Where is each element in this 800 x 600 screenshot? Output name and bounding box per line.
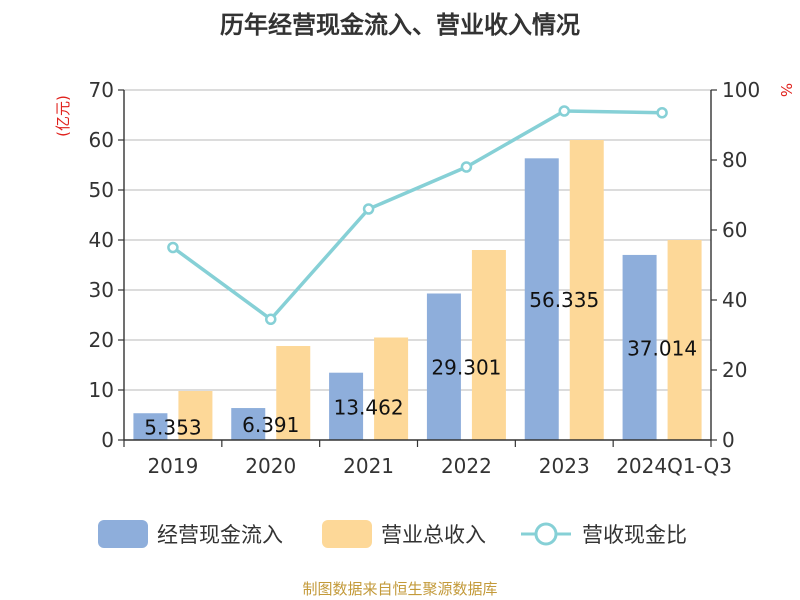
- x-category-label: 2020: [245, 454, 296, 478]
- y-right-unit: %: [777, 83, 795, 97]
- bar-total-revenue: [471, 250, 506, 440]
- bar-cash-inflow: [231, 408, 266, 440]
- bar-data-label: 6.391: [242, 413, 299, 437]
- legend-label: 营业总收入: [381, 523, 486, 547]
- y-left-unit: (亿元): [54, 95, 72, 137]
- bar-total-revenue: [569, 140, 604, 440]
- data-label-layer: 5.353 6.391 13.462 29.301 56.335 37.014: [144, 288, 697, 439]
- x-category-label: 2021: [343, 454, 394, 478]
- bar-cash-inflow: [133, 413, 168, 440]
- y-left-tick-label: 0: [101, 428, 114, 452]
- footer-source: 制图数据来自恒生聚源数据库: [302, 580, 497, 598]
- legend-label: 经营现金流入: [157, 523, 283, 547]
- bar-total-revenue: [374, 337, 409, 440]
- x-category-label: 2019: [147, 454, 198, 478]
- y-left-tick-label: 60: [89, 128, 114, 152]
- legend-label: 营收现金比: [582, 523, 687, 547]
- y-right-tick-label: 100: [722, 78, 760, 102]
- grid-lines: [124, 89, 711, 391]
- line-point: [265, 313, 277, 325]
- bar-data-label: 29.301: [431, 356, 501, 380]
- line-point: [460, 161, 473, 173]
- y-left-tick-label: 30: [89, 278, 114, 302]
- line-point: [362, 203, 375, 215]
- bar-cash-inflow: [524, 158, 559, 440]
- bar-data-label: 13.462: [334, 395, 404, 419]
- y-right-tick-label: 60: [722, 218, 747, 242]
- bar-total-revenue: [667, 240, 702, 440]
- line-point: [558, 105, 570, 117]
- y-right-tick-label: 0: [722, 428, 735, 452]
- line-point: [167, 241, 179, 254]
- bar-cash-inflow: [426, 293, 461, 440]
- bar-data-label: 37.014: [627, 336, 697, 360]
- x-category-label: 2024Q1-Q3: [616, 454, 732, 478]
- bar-total-revenue: [276, 346, 311, 440]
- y-right-tick-label: 40: [722, 288, 747, 312]
- y-left-tick-label: 10: [89, 378, 114, 402]
- line-point: [656, 107, 668, 119]
- y-left-tick-label: 20: [89, 328, 114, 352]
- bar-data-label: 5.353: [144, 416, 201, 440]
- legend: 经营现金流入 营业总收入 营收现金比: [98, 520, 687, 548]
- y-right-tick-label: 80: [722, 148, 747, 172]
- x-category-label: 2022: [441, 454, 492, 478]
- legend-line-marker: [534, 522, 558, 546]
- bar-cash-inflow: [622, 254, 657, 440]
- bar-cash-inflow: [329, 372, 364, 440]
- x-category-label: 2023: [539, 454, 590, 478]
- axes: 0 10 20 30 40 50 60 70 0 20 40 60 80 100 2019 2020 2021 2…: [89, 78, 761, 478]
- line-cash-ratio: [171, 109, 663, 321]
- legend-swatch: [322, 520, 372, 548]
- legend-swatch: [98, 520, 148, 548]
- y-right-tick-label: 20: [722, 358, 747, 382]
- chart-title: 历年经营现金流入、营业收入情况: [220, 11, 580, 39]
- bar-data-label: 56.335: [529, 288, 599, 312]
- line-layer: [167, 105, 668, 325]
- bar-total-revenue: [178, 391, 213, 440]
- y-left-tick-label: 70: [89, 78, 114, 102]
- bar-layer: [133, 140, 702, 440]
- y-left-tick-label: 40: [89, 228, 114, 252]
- y-left-tick-label: 50: [89, 178, 114, 202]
